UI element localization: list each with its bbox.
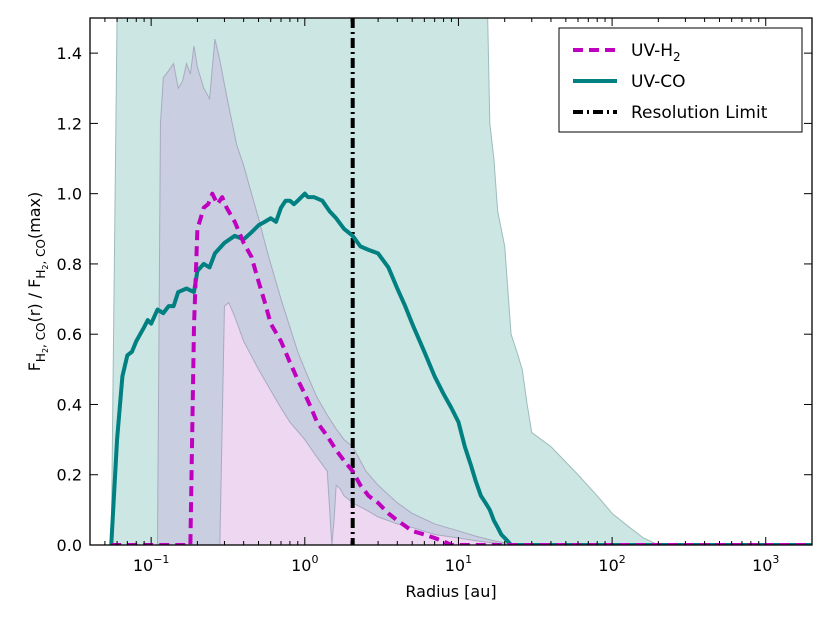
x-tick-label: 100	[291, 553, 318, 575]
y-tick-label: 0.2	[57, 466, 82, 485]
y-tick-label: 1.0	[57, 185, 82, 204]
legend: UV-H2 UV-CO Resolution Limit	[558, 27, 803, 133]
uv-h2-low-envelope	[219, 301, 512, 545]
x-axis-title: Radius [au]	[405, 582, 496, 601]
legend-label-co: UV-CO	[631, 72, 685, 92]
x-tick-label: 102	[598, 553, 625, 575]
legend-label-res: Resolution Limit	[631, 103, 768, 123]
uv-h2-line	[111, 191, 812, 545]
x-tick-label: 101	[445, 553, 472, 575]
y-tick-label: 0.6	[57, 325, 82, 344]
plot-area	[109, 18, 812, 545]
y-tick-label: 1.4	[57, 44, 82, 63]
y-tick-label: 0.0	[57, 536, 82, 555]
legend-label-h2: UV-H2	[631, 41, 681, 64]
y-tick-label: 1.2	[57, 114, 82, 133]
y-axis-title: FH2, CO(r) / FH2, CO(max)	[25, 192, 50, 372]
axes: 0.0 0.2 0.4 0.6 0.8 1.0 1.2 1.4 10−1 100 101 102 103…	[25, 17, 813, 601]
y-tick-label: 0.4	[57, 395, 82, 414]
y-tick-label: 0.8	[57, 255, 82, 274]
x-tick-label: 10−1	[133, 553, 170, 575]
uv-co-line	[109, 191, 812, 545]
x-tick-label: 103	[752, 553, 779, 575]
